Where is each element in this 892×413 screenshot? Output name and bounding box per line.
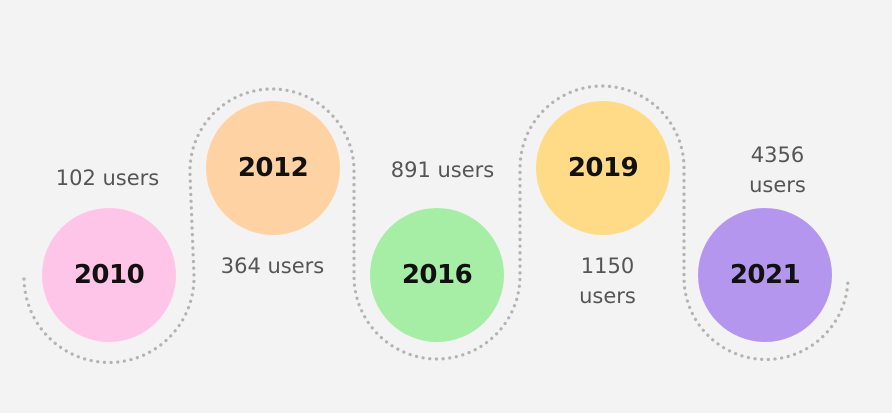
milestone-2019: 2019	[536, 101, 670, 235]
milestone-2021: 2021	[698, 208, 832, 342]
milestone-2010: 2010	[42, 208, 176, 342]
user-count-2016: 891 users	[390, 158, 495, 182]
user-count-2021: 4356 users	[749, 143, 806, 197]
milestone-2012: 2012	[206, 101, 340, 235]
year-label: 2016	[401, 260, 473, 290]
year-label: 2021	[729, 260, 801, 290]
year-label: 2019	[567, 153, 639, 183]
user-count-2019: 1150 users	[579, 254, 636, 308]
milestone-2016: 2016	[370, 208, 504, 342]
user-count-2010: 102 users	[55, 166, 160, 190]
year-label: 2012	[237, 153, 309, 183]
year-label: 2010	[73, 260, 145, 290]
user-count-2012: 364 users	[220, 254, 325, 278]
